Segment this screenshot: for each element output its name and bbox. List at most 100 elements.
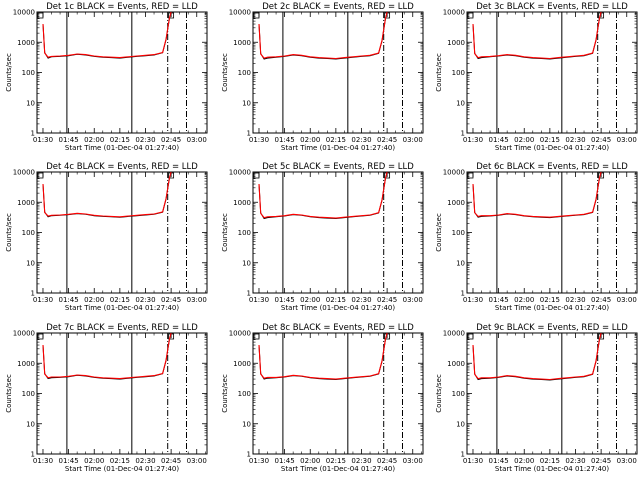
x-axis-label: Start Time (01-Dec-04 01:27:40) — [495, 144, 609, 152]
x-axis-label: Start Time (01-Dec-04 01:27:40) — [495, 465, 609, 473]
y-tick-label: 1000 — [233, 199, 251, 207]
x-tick-label: 02:45 — [591, 136, 611, 144]
x-tick-label: 01:45 — [275, 136, 295, 144]
x-tick-label: 03:00 — [403, 296, 423, 304]
series-line-lld — [258, 332, 388, 380]
panel-title: Det 4c BLACK = Events, RED = LLD — [46, 162, 198, 172]
series-line-lld — [42, 171, 172, 218]
x-tick-label: 01:30 — [33, 457, 53, 465]
series-line-lld — [258, 171, 388, 219]
x-tick-label: 03:00 — [617, 457, 637, 465]
panel-6: Det 6c BLACK = Events, RED = LLD 1 10 100 10… — [435, 162, 638, 312]
x-tick-label: 02:15 — [326, 136, 346, 144]
y-tick-label: 10 — [26, 99, 35, 107]
x-tick-label: 03:00 — [403, 136, 423, 144]
plot-frame — [466, 171, 638, 294]
x-axis-label: Start Time (01-Dec-04 01:27:40) — [281, 465, 395, 473]
y-tick-label: 1 — [247, 130, 251, 138]
y-tick-label: 10000 — [229, 169, 251, 177]
y-tick-label: 1 — [247, 451, 251, 459]
x-tick-label: 01:45 — [489, 457, 509, 465]
y-axis-label: Counts/sec — [221, 213, 229, 252]
y-tick-label: 100 — [22, 390, 35, 398]
series-line-events — [42, 11, 172, 59]
x-tick-label: 01:30 — [249, 457, 269, 465]
series-line-lld — [472, 332, 602, 381]
y-tick-label: 1 — [461, 130, 465, 138]
start-square-marker — [253, 172, 260, 179]
y-axis-label: Counts/sec — [221, 53, 229, 92]
series-line-lld — [472, 171, 602, 218]
series-line-events — [42, 332, 172, 380]
x-tick-label: 02:15 — [326, 457, 346, 465]
plot-frame — [252, 332, 424, 455]
y-tick-label: 10 — [456, 99, 465, 107]
y-tick-label: 1 — [31, 290, 35, 298]
x-tick-label: 01:45 — [275, 296, 295, 304]
y-tick-label: 1000 — [17, 199, 35, 207]
y-axis-label: Counts/sec — [5, 53, 13, 92]
x-axis-label: Start Time (01-Dec-04 01:27:40) — [65, 144, 179, 152]
y-tick-label: 100 — [452, 390, 465, 398]
panel-9: Det 9c BLACK = Events, RED = LLD 1 10 100 10… — [435, 323, 638, 473]
y-axis-label: Counts/sec — [5, 374, 13, 413]
panel-title: Det 1c BLACK = Events, RED = LLD — [46, 2, 198, 12]
panel-title: Det 9c BLACK = Events, RED = LLD — [476, 323, 628, 333]
y-tick-label: 100 — [22, 229, 35, 237]
panel-title: Det 5c BLACK = Events, RED = LLD — [262, 162, 414, 172]
y-tick-label: 10 — [26, 420, 35, 428]
panel-title: Det 3c BLACK = Events, RED = LLD — [476, 2, 628, 12]
x-tick-label: 02:00 — [84, 296, 104, 304]
x-tick-label: 01:30 — [249, 136, 269, 144]
x-tick-label: 02:45 — [377, 457, 397, 465]
y-tick-label: 100 — [452, 69, 465, 77]
y-tick-label: 1000 — [233, 360, 251, 368]
series-line-lld — [42, 11, 172, 59]
panel-4: Det 4c BLACK = Events, RED = LLD 1 10 100 10… — [5, 162, 208, 312]
x-tick-label: 02:15 — [110, 136, 130, 144]
y-tick-label: 100 — [22, 69, 35, 77]
panel-title: Det 7c BLACK = Events, RED = LLD — [46, 323, 198, 333]
start-square-marker — [37, 12, 44, 19]
plot-frame — [252, 171, 424, 294]
x-axis-label: Start Time (01-Dec-04 01:27:40) — [281, 304, 395, 312]
y-tick-label: 10 — [242, 259, 251, 267]
y-tick-label: 1000 — [447, 360, 465, 368]
start-square-marker — [37, 333, 44, 340]
x-axis-label: Start Time (01-Dec-04 01:27:40) — [65, 304, 179, 312]
series-line-events — [258, 332, 388, 381]
start-square-marker — [253, 333, 260, 340]
y-tick-label: 1000 — [17, 360, 35, 368]
y-tick-label: 10 — [26, 259, 35, 267]
y-tick-label: 1000 — [447, 199, 465, 207]
start-square-marker — [37, 172, 44, 179]
x-tick-label: 02:15 — [540, 457, 560, 465]
x-tick-label: 03:00 — [617, 296, 637, 304]
x-tick-label: 02:45 — [377, 296, 397, 304]
panel-1: Det 1c BLACK = Events, RED = LLD 1 10 100 10… — [5, 2, 208, 152]
start-square-marker — [467, 12, 474, 19]
x-tick-label: 02:30 — [135, 136, 155, 144]
y-axis-label: Counts/sec — [5, 213, 13, 252]
series-line-events — [258, 11, 388, 60]
x-tick-label: 02:15 — [110, 296, 130, 304]
y-tick-label: 10000 — [229, 330, 251, 338]
x-tick-label: 02:00 — [300, 457, 320, 465]
x-tick-label: 02:00 — [84, 136, 104, 144]
x-tick-label: 01:30 — [33, 136, 53, 144]
x-tick-label: 02:45 — [161, 457, 181, 465]
x-tick-label: 02:45 — [161, 296, 181, 304]
series-line-lld — [42, 332, 172, 380]
y-tick-label: 1000 — [447, 39, 465, 47]
x-tick-label: 02:30 — [135, 457, 155, 465]
x-tick-label: 02:00 — [84, 457, 104, 465]
x-axis-label: Start Time (01-Dec-04 01:27:40) — [281, 144, 395, 152]
x-tick-label: 02:00 — [514, 136, 534, 144]
panel-title: Det 2c BLACK = Events, RED = LLD — [262, 2, 414, 12]
x-tick-label: 01:30 — [463, 457, 483, 465]
y-axis-label: Counts/sec — [435, 374, 443, 413]
x-tick-label: 03:00 — [403, 457, 423, 465]
x-tick-label: 02:15 — [540, 136, 560, 144]
series-line-events — [472, 11, 602, 60]
panel-7: Det 7c BLACK = Events, RED = LLD 1 10 100 10… — [5, 323, 208, 473]
